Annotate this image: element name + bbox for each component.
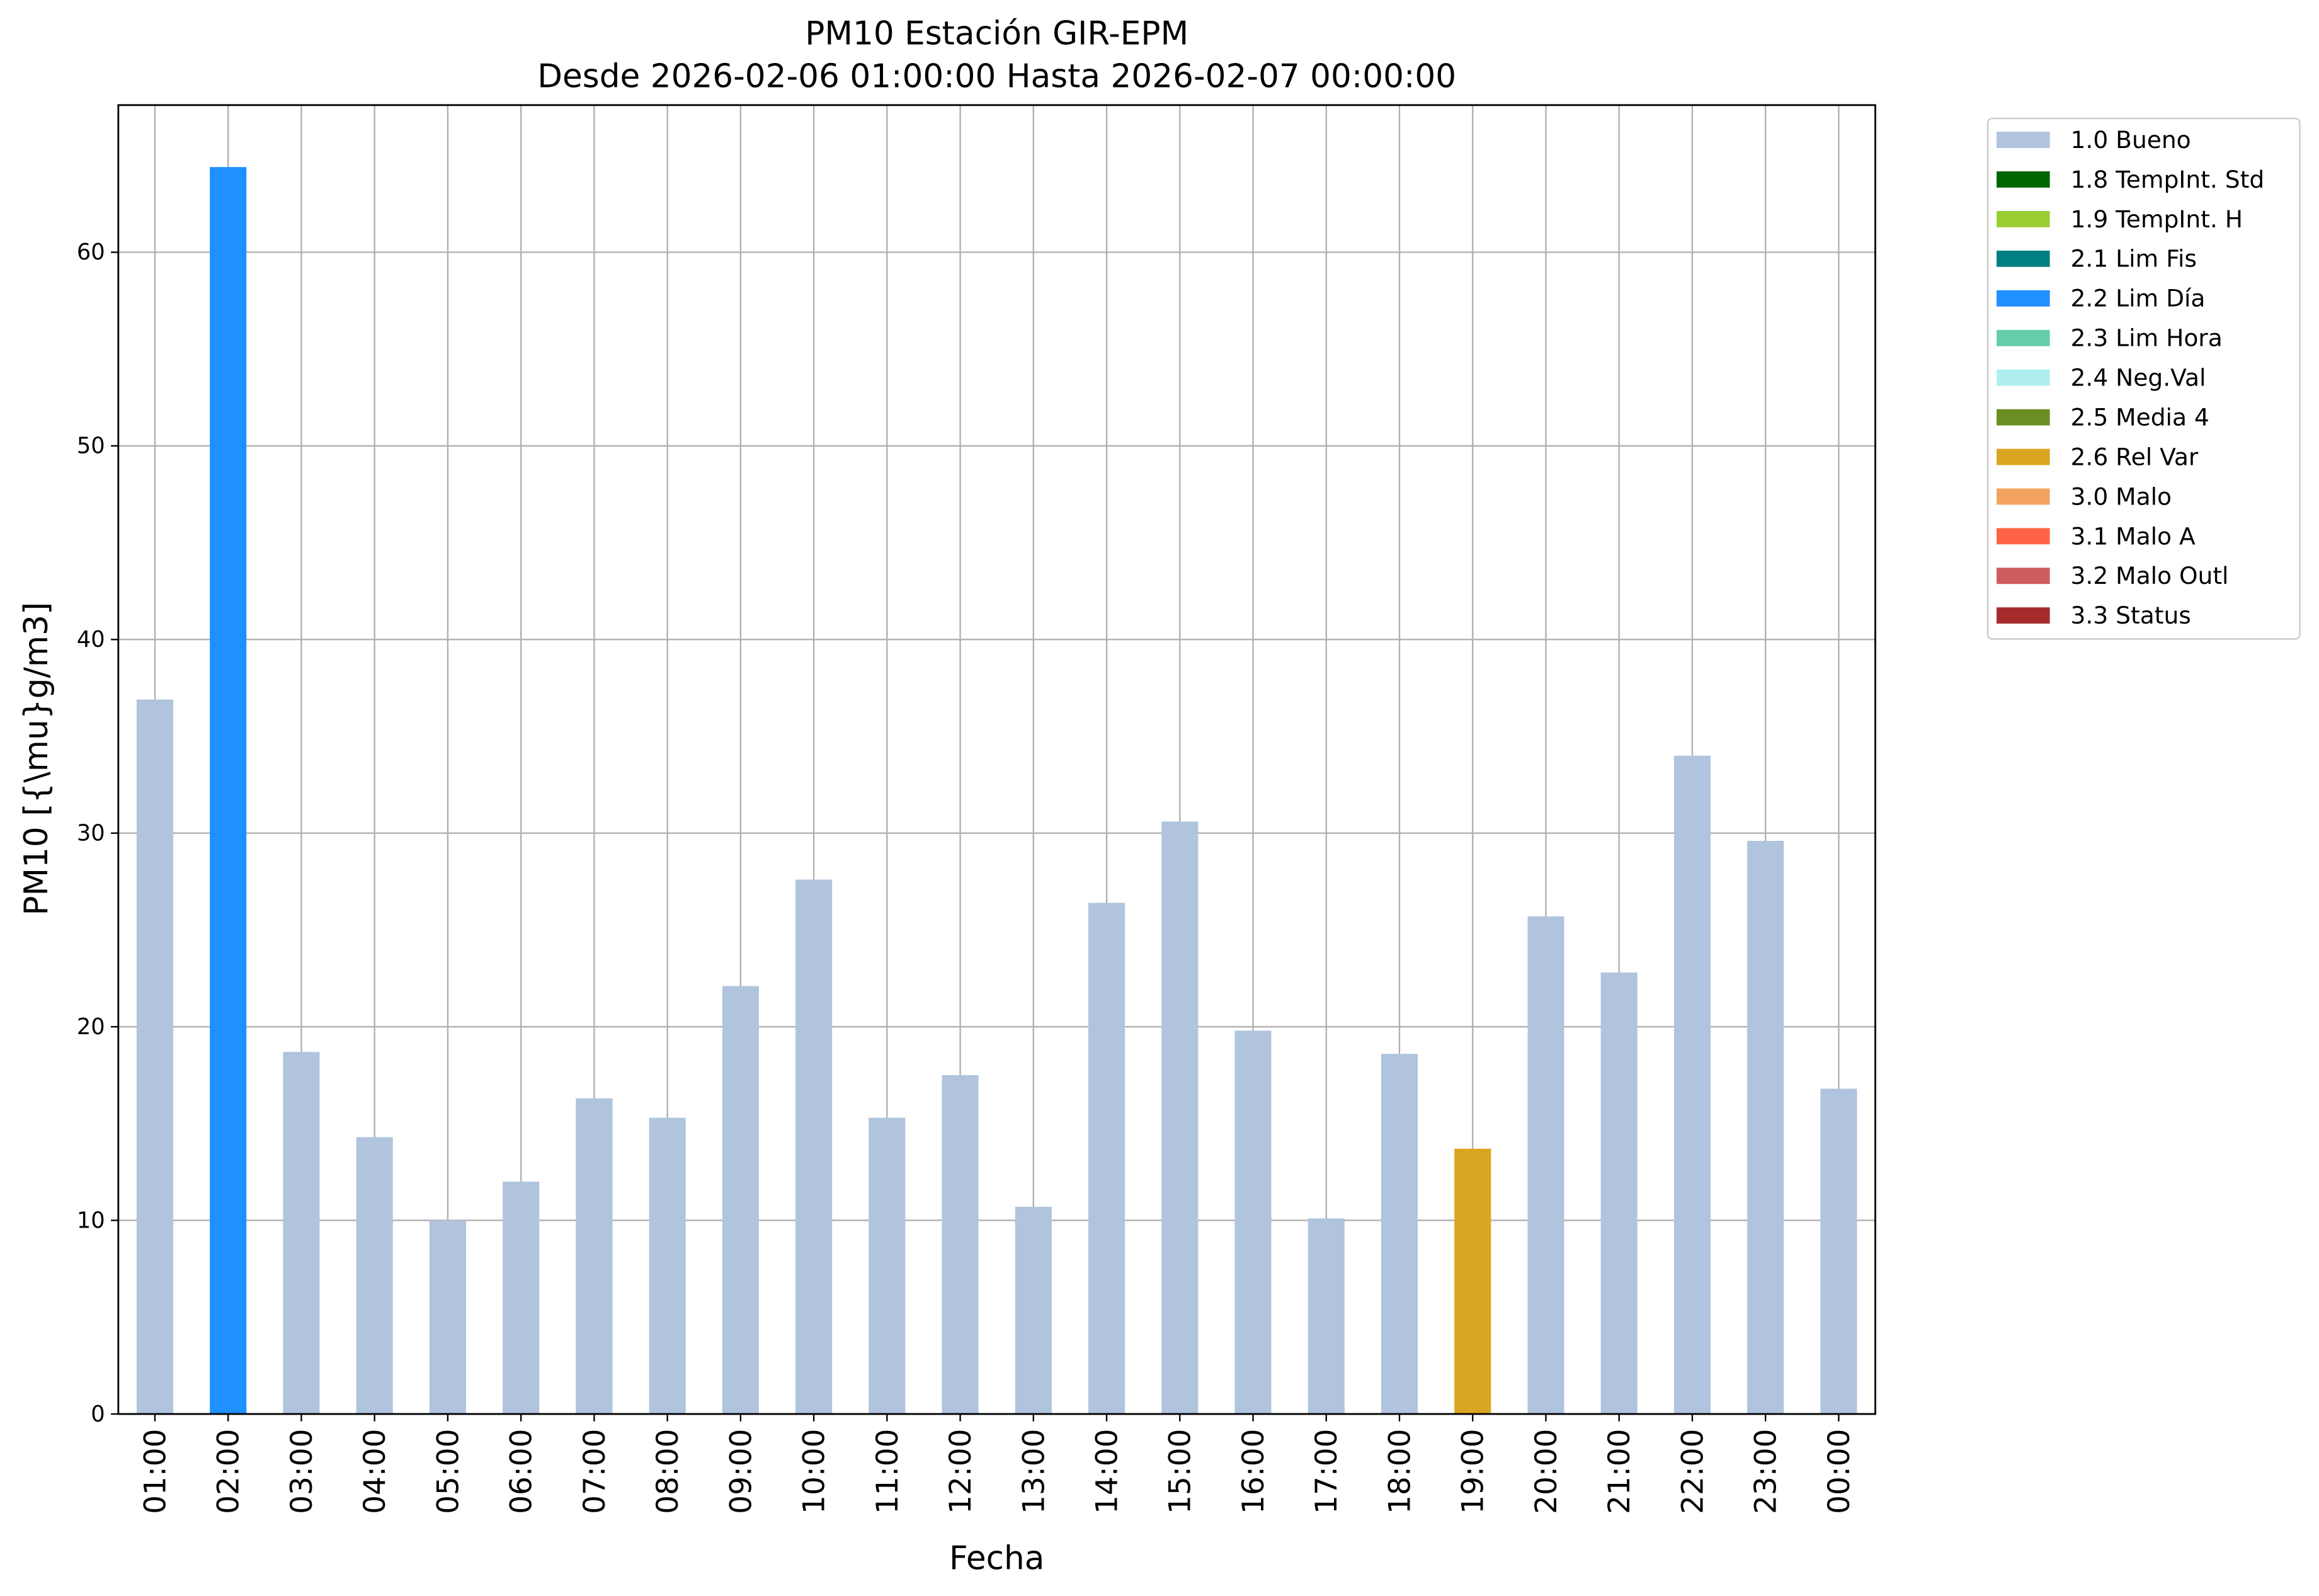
bar [1381, 1054, 1418, 1415]
chart-subtitle: Desde 2026-02-06 01:00:00 Hasta 2026-02-… [537, 58, 1456, 96]
legend-label: 1.0 Bueno [2071, 126, 2191, 154]
bar [356, 1137, 393, 1415]
x-tick-label: 05:00 [431, 1429, 465, 1514]
legend-label: 2.3 Lim Hora [2071, 324, 2223, 352]
x-tick-label: 14:00 [1090, 1429, 1124, 1514]
legend-label: 2.5 Media 4 [2071, 403, 2209, 431]
bar [429, 1220, 466, 1415]
x-tick-label: 11:00 [870, 1429, 905, 1514]
x-tick-label: 02:00 [212, 1429, 246, 1514]
legend-swatch [1997, 409, 2050, 426]
bar [649, 1117, 686, 1415]
bar [576, 1098, 613, 1415]
x-tick-label: 16:00 [1236, 1429, 1271, 1514]
legend-swatch [1997, 250, 2050, 267]
legend-swatch [1997, 567, 2050, 584]
bar [283, 1052, 320, 1415]
y-tick-label: 50 [77, 433, 105, 459]
legend-label: 2.4 Neg.Val [2071, 364, 2206, 392]
x-tick-label: 23:00 [1749, 1429, 1784, 1514]
y-tick-label: 40 [77, 627, 105, 653]
legend-label: 3.3 Status [2071, 601, 2191, 629]
x-tick-label: 13:00 [1017, 1429, 1051, 1514]
bar [722, 986, 759, 1415]
legend-box [1986, 117, 2301, 640]
legend-swatch [1997, 210, 2050, 227]
bar [1161, 821, 1199, 1415]
x-tick-label: 19:00 [1456, 1429, 1491, 1514]
y-tick-label: 0 [91, 1401, 105, 1427]
legend-swatch [1997, 329, 2050, 346]
legend-swatch [1997, 171, 2050, 188]
bar [1308, 1218, 1345, 1415]
bar [1454, 1148, 1491, 1415]
y-tick-label: 60 [77, 239, 105, 265]
bar [942, 1075, 979, 1415]
bar [503, 1182, 540, 1415]
x-tick-label: 10:00 [797, 1429, 832, 1514]
bar [1673, 755, 1711, 1415]
x-tick-label: 03:00 [285, 1429, 319, 1514]
legend-label: 1.9 TempInt. H [2071, 205, 2243, 233]
bar [795, 879, 833, 1415]
x-tick-label: 22:00 [1675, 1429, 1710, 1514]
bar [1088, 903, 1125, 1415]
x-tick-label: 18:00 [1382, 1429, 1417, 1514]
x-axis-label: Fecha [949, 1540, 1044, 1578]
bar [1527, 916, 1564, 1415]
legend-label: 2.6 Rel Var [2071, 443, 2199, 470]
x-tick-label: 15:00 [1163, 1429, 1198, 1514]
legend-label: 2.1 Lim Fis [2071, 245, 2197, 273]
bar [869, 1117, 906, 1415]
bar [210, 167, 247, 1415]
x-tick-label: 09:00 [724, 1429, 758, 1514]
x-tick-label: 00:00 [1822, 1429, 1857, 1514]
bar [136, 699, 174, 1415]
x-tick-label: 07:00 [578, 1429, 612, 1514]
legend-swatch [1997, 607, 2050, 624]
legend-label: 2.2 Lim Día [2071, 285, 2206, 312]
x-tick-label: 21:00 [1602, 1429, 1637, 1514]
bar [1600, 972, 1638, 1415]
legend-label: 1.8 TempInt. Std [2071, 166, 2265, 193]
bar [1234, 1030, 1272, 1415]
x-tick-label: 20:00 [1529, 1429, 1564, 1514]
chart-title: PM10 Estación GIR-EPM [805, 15, 1188, 53]
y-tick-label: 20 [77, 1014, 105, 1040]
bar [1015, 1207, 1052, 1415]
y-axis-label: PM10 [{\mu}g/m3] [18, 602, 55, 916]
bars [136, 167, 1857, 1415]
legend-label: 3.2 Malo Outl [2071, 562, 2229, 590]
legend-swatch [1997, 369, 2050, 386]
legend-swatch [1997, 488, 2050, 505]
legend-label: 3.0 Malo [2071, 482, 2172, 510]
bar [1820, 1088, 1857, 1415]
x-tick-label: 12:00 [943, 1429, 978, 1514]
x-tick-label: 06:00 [504, 1429, 539, 1514]
legend-swatch [1997, 290, 2050, 307]
y-tick-label: 30 [77, 821, 105, 846]
legend-swatch [1997, 528, 2050, 545]
legend-label: 3.1 Malo A [2071, 522, 2196, 550]
x-tick-label: 17:00 [1309, 1429, 1344, 1514]
x-tick-label: 08:00 [651, 1429, 685, 1514]
legend-swatch [1997, 132, 2050, 148]
x-tick-label: 04:00 [358, 1429, 392, 1514]
y-tick-label: 10 [77, 1207, 105, 1233]
bar [1747, 841, 1784, 1415]
x-tick-label: 01:00 [138, 1429, 173, 1514]
legend-swatch [1997, 448, 2050, 465]
plot-frame [117, 104, 1876, 1415]
